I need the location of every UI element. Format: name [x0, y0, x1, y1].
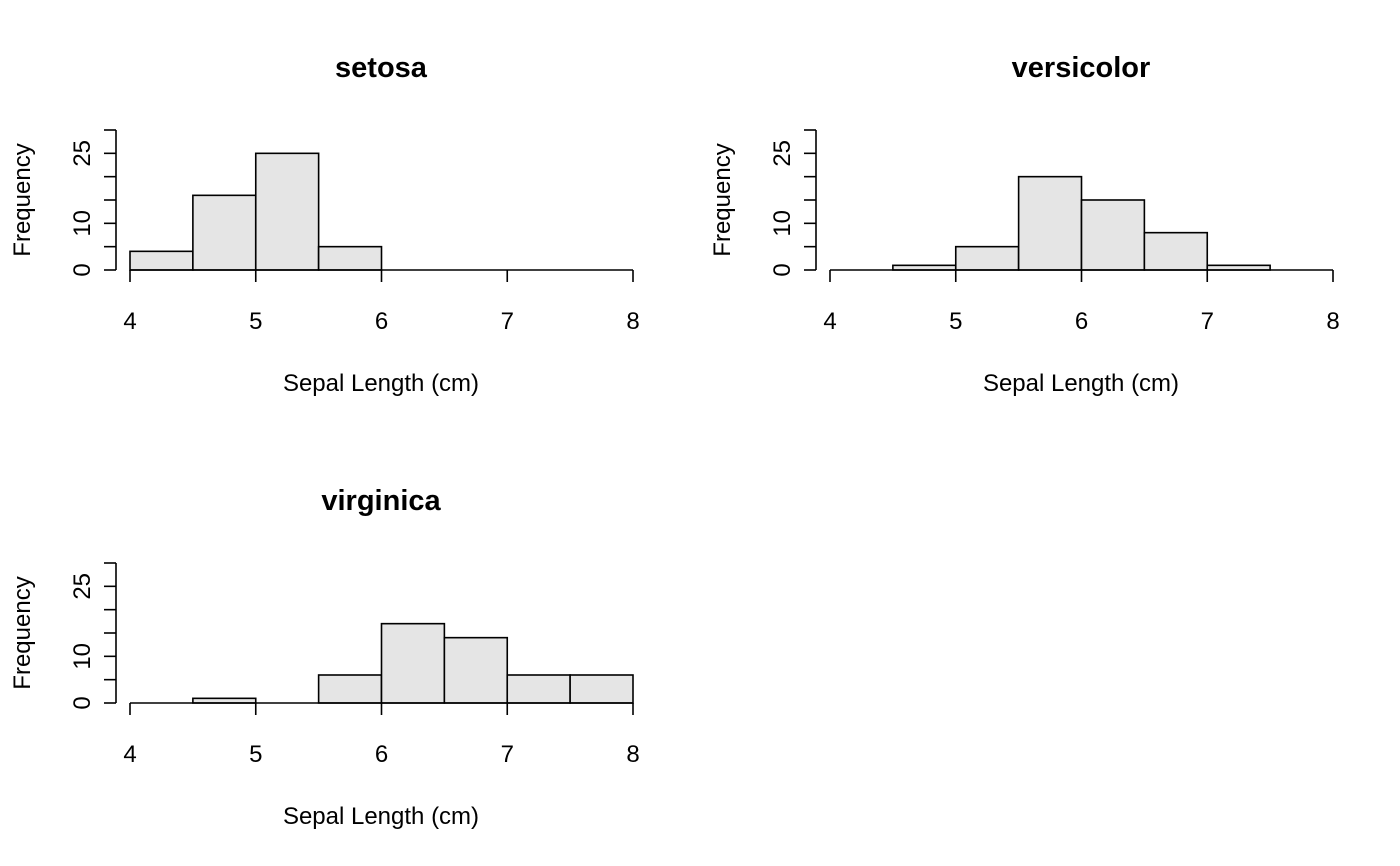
x-axis-label: Sepal Length (cm)	[283, 803, 479, 830]
y-tick-label: 25	[69, 140, 96, 167]
x-tick-label: 5	[249, 741, 262, 768]
x-tick-label: 4	[823, 308, 836, 335]
histogram-bar	[317, 245, 383, 271]
x-tick-label: 6	[1075, 308, 1088, 335]
x-tick-label: 6	[375, 741, 388, 768]
x-tick-label: 7	[501, 741, 514, 768]
x-tick-label: 8	[626, 308, 639, 335]
y-tick-label: 0	[769, 263, 796, 276]
chart-title: versicolor	[1012, 52, 1151, 84]
histogram-bar	[380, 622, 446, 704]
x-tick-label: 8	[626, 741, 639, 768]
x-tick-label: 7	[501, 308, 514, 335]
chart-title: virginica	[321, 485, 441, 517]
x-tick-label: 5	[249, 308, 262, 335]
y-tick-label: 0	[69, 696, 96, 709]
histogram-bar	[506, 674, 571, 704]
y-axis-label: Frequency	[9, 143, 36, 256]
y-tick-label: 10	[769, 210, 796, 237]
histogram-bar	[254, 152, 320, 271]
y-tick-label: 10	[69, 643, 96, 670]
y-tick-label: 0	[69, 263, 96, 276]
chart-title: setosa	[335, 52, 428, 84]
x-tick-label: 6	[375, 308, 388, 335]
panel-versicolor: versicolor Frequency Sepal Length (cm) 4…	[709, 52, 1340, 397]
x-axis-label: Sepal Length (cm)	[283, 370, 479, 397]
histogram-bar	[129, 250, 194, 271]
histogram-bar	[1017, 175, 1083, 271]
histogram-bar	[1080, 199, 1146, 271]
y-tick-label: 25	[69, 573, 96, 600]
histogram-bar	[317, 674, 383, 704]
x-axis-label: Sepal Length (cm)	[983, 370, 1179, 397]
histogram-bar	[192, 194, 257, 271]
x-tick-label: 8	[1326, 308, 1339, 335]
x-tick-label: 5	[949, 308, 962, 335]
y-tick-label: 25	[769, 140, 796, 167]
y-axis-label: Frequency	[9, 576, 36, 689]
panel-setosa: setosa Frequency Sepal Length (cm) 4 5 6 7 8…	[9, 52, 640, 397]
histogram-bar	[569, 674, 634, 704]
histogram-bar	[1143, 231, 1209, 271]
y-axis-label: Frequency	[709, 143, 736, 256]
x-tick-label: 4	[123, 741, 136, 768]
histogram-bar	[954, 245, 1020, 271]
histogram-bar	[443, 636, 509, 704]
x-tick-label: 4	[123, 308, 136, 335]
panel-virginica: virginica Frequency Sepal Length (cm) 4 5…	[9, 485, 640, 830]
x-tick-label: 7	[1201, 308, 1214, 335]
y-tick-label: 10	[69, 210, 96, 237]
